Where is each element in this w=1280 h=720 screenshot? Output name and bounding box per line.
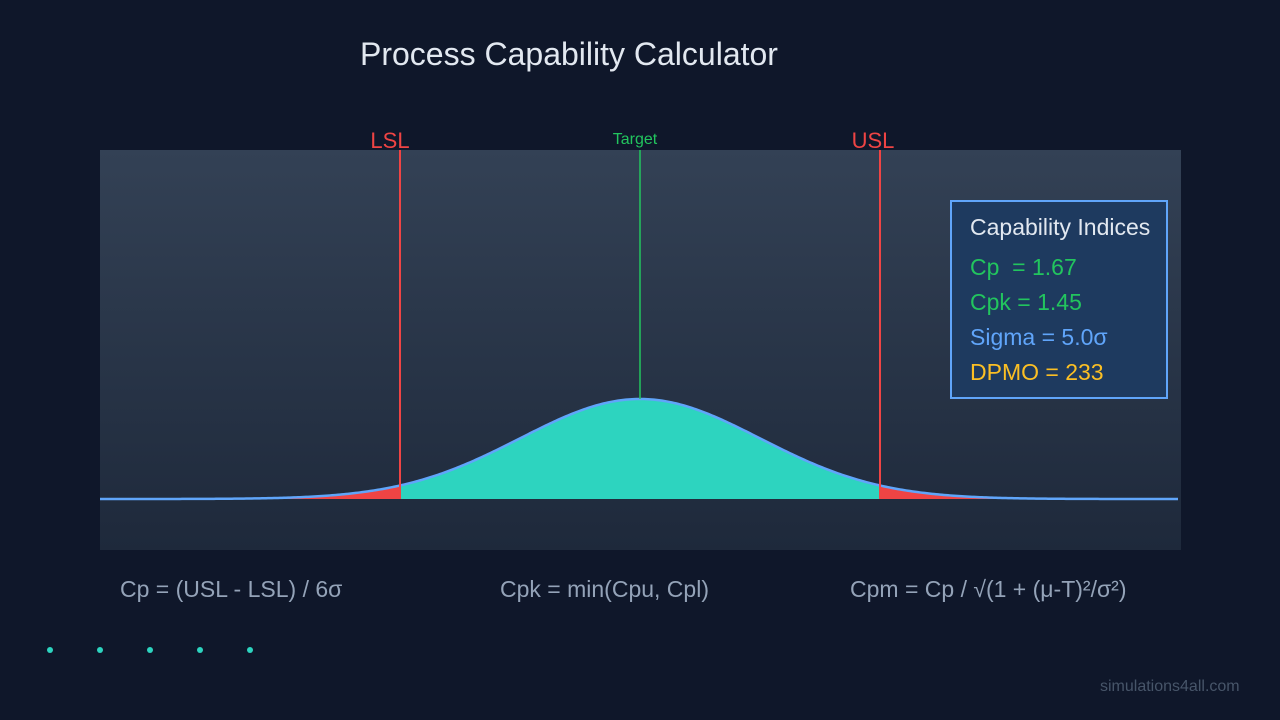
watermark: simulations4all.com bbox=[1100, 678, 1240, 695]
sigma-value: Sigma = 5.0σ bbox=[970, 324, 1108, 350]
target-label: Target bbox=[613, 131, 658, 148]
cpk-value: Cpk = 1.45 bbox=[970, 289, 1082, 315]
cp-formula: Cp = (USL - LSL) / 6σ bbox=[120, 576, 343, 602]
indicator-dot bbox=[197, 647, 203, 653]
indicator-dot bbox=[147, 647, 153, 653]
in-spec-area bbox=[400, 399, 880, 499]
cpm-formula: Cpm = Cp / √(1 + (μ-T)²/σ²) bbox=[850, 576, 1127, 602]
dpmo-value: DPMO = 233 bbox=[970, 359, 1104, 385]
page-title: Process Capability Calculator bbox=[360, 36, 778, 72]
usl-label: USL bbox=[852, 128, 895, 153]
cpk-formula: Cpk = min(Cpu, Cpl) bbox=[500, 576, 709, 602]
lsl-label: LSL bbox=[370, 128, 409, 153]
cp-value: Cp = 1.67 bbox=[970, 254, 1077, 280]
indicator-dot bbox=[47, 647, 53, 653]
panel-title: Capability Indices bbox=[970, 214, 1151, 240]
out-of-spec-right-area bbox=[880, 485, 1179, 499]
out-of-spec-left-area bbox=[100, 485, 400, 499]
capability-indices-panel: Capability Indices Cp = 1.67 Cpk = 1.45 … bbox=[950, 200, 1168, 399]
indicator-dot bbox=[97, 647, 103, 653]
distribution-curve bbox=[100, 397, 1178, 501]
indicator-dot bbox=[247, 647, 253, 653]
